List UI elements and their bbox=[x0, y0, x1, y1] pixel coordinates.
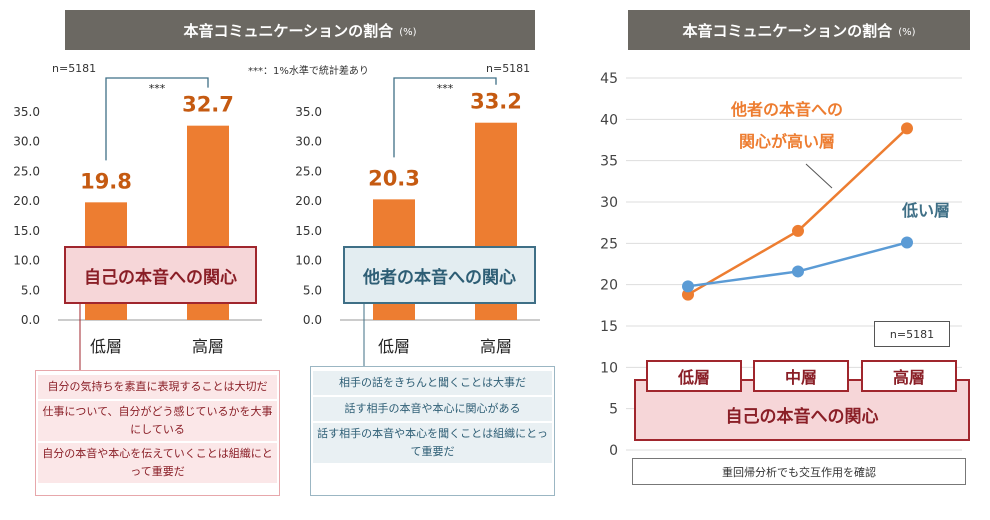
tier-low: 低層 bbox=[646, 360, 742, 392]
tier-high: 高層 bbox=[861, 360, 957, 392]
tier-high-label: 高層 bbox=[892, 368, 925, 387]
y-tick-label: 10 bbox=[600, 360, 618, 376]
y-tick-label: 5.0 bbox=[21, 283, 40, 297]
tier-low-label: 低層 bbox=[677, 368, 710, 387]
y-tick-label: 25.0 bbox=[295, 164, 322, 178]
annotation-leader-line bbox=[805, 163, 833, 189]
right-title-bar: 本音コミュニケーションの割合 (%) bbox=[628, 10, 970, 50]
chart-a-note-1: 自分の気持ちを素直に表現することは大切だ bbox=[38, 375, 277, 399]
y-tick-label: 0 bbox=[609, 443, 618, 459]
y-tick-label: 30.0 bbox=[295, 135, 322, 149]
left-title-unit: (%) bbox=[399, 26, 417, 38]
tier-mid-label: 中層 bbox=[784, 368, 817, 387]
data-point-low bbox=[682, 280, 694, 293]
y-tick-label: 5.0 bbox=[303, 283, 322, 297]
category-label: 低層 bbox=[378, 337, 410, 356]
y-tick-label: 35.0 bbox=[13, 105, 40, 119]
chart-a-notes: 自分の気持ちを素直に表現することは大切だ 仕事について、自分がどう感じているかを… bbox=[35, 370, 280, 496]
left-title-bar: 本音コミュニケーションの割合 (%) bbox=[65, 10, 535, 50]
category-label: 低層 bbox=[90, 337, 122, 356]
right-title: 本音コミュニケーションの割合 bbox=[682, 21, 893, 40]
data-label: 20.3 bbox=[368, 166, 420, 190]
chart-b-note-3: 話す相手の本音や本心を聞くことは組織にとって重要だ bbox=[313, 423, 552, 463]
y-tick-label: 25 bbox=[600, 236, 618, 252]
chart-b-axis-box: 他者の本音への関心 bbox=[343, 246, 536, 304]
chart-b-note-1: 相手の話をきちんと聞くことは大事だ bbox=[313, 371, 552, 395]
chart-a-note-2: 仕事について、自分がどう感じているかを大事にしている bbox=[38, 401, 277, 441]
chart-b-notes: 相手の話をきちんと聞くことは大事だ 話す相手の本音や本心に関心がある 話す相手の… bbox=[310, 366, 555, 496]
chart-a-n-label: n=5181 bbox=[52, 62, 97, 75]
right-n-label: n=5181 bbox=[874, 321, 950, 347]
y-tick-label: 15.0 bbox=[295, 224, 322, 238]
y-tick-label: 25.0 bbox=[13, 164, 40, 178]
data-point-high bbox=[682, 288, 694, 301]
bar-chart-others-interest: 0.0 5.0 10.0 15.0 20.0 25.0 30.0 35.0 20.3 低層 33.2… bbox=[295, 77, 540, 366]
y-tick-label: 45 bbox=[600, 71, 618, 87]
y-tick-label: 0.0 bbox=[21, 313, 40, 327]
annotation-low: 低い層 bbox=[902, 201, 951, 220]
bar-charts-svg: 0.0 5.0 10.0 15.0 20.0 25.0 30.0 35.0 19.8 低層 32.7… bbox=[13, 77, 540, 370]
y-tick-label: 35 bbox=[600, 154, 618, 170]
y-tick-label: 30 bbox=[600, 195, 618, 211]
data-point-high bbox=[792, 224, 804, 237]
y-tick-label: 40 bbox=[600, 112, 618, 128]
y-tick-label: 20.0 bbox=[13, 194, 40, 208]
y-tick-label: 15 bbox=[600, 319, 618, 335]
chart-a-axis-label: 自己の本音への関心 bbox=[84, 267, 237, 288]
significance-mark: *** bbox=[149, 82, 166, 95]
y-tick-label: 15.0 bbox=[13, 224, 40, 238]
tier-mid: 中層 bbox=[753, 360, 849, 392]
left-title: 本音コミュニケーションの割合 bbox=[183, 21, 394, 40]
y-tick-label: 0.0 bbox=[303, 313, 322, 327]
right-axis-label: 自己の本音への関心 bbox=[725, 407, 879, 427]
significance-bracket bbox=[393, 77, 497, 158]
y-tick-label: 35.0 bbox=[295, 105, 322, 119]
data-point-low bbox=[901, 236, 913, 249]
significance-bracket bbox=[105, 77, 209, 161]
data-point-low bbox=[792, 265, 804, 278]
y-tick-label: 20.0 bbox=[295, 194, 322, 208]
data-point-high bbox=[901, 122, 913, 135]
data-label: 33.2 bbox=[470, 90, 522, 114]
series-line-low bbox=[687, 241, 908, 288]
footer-note: 重回帰分析でも交互作用を確認 bbox=[632, 458, 966, 485]
data-label: 32.7 bbox=[182, 93, 234, 117]
chart-b-note-2: 話す相手の本音や本心に関心がある bbox=[313, 397, 552, 421]
y-tick-label: 10.0 bbox=[13, 254, 40, 268]
y-tick-label: 5 bbox=[609, 402, 618, 418]
data-label: 19.8 bbox=[80, 169, 132, 193]
chart-a-note-3: 自分の本音や本心を伝えていくことは組織にとって重要だ bbox=[38, 443, 277, 483]
chart-b-n-label: n=5181 bbox=[486, 62, 531, 75]
y-tick-label: 30.0 bbox=[13, 135, 40, 149]
significance-mark: *** bbox=[437, 82, 454, 95]
annotation-high-line-2: 関心が高い層 bbox=[738, 132, 835, 151]
chart-b-axis-label: 他者の本音への関心 bbox=[363, 267, 516, 288]
significance-note: ***：1%水準で統計差あり bbox=[248, 66, 369, 77]
y-tick-label: 10.0 bbox=[295, 254, 322, 268]
y-tick-label: 20 bbox=[600, 278, 618, 294]
annotation-high: 他者の本音への 関心が高い層 bbox=[712, 94, 862, 158]
category-label: 高層 bbox=[192, 337, 224, 356]
chart-a-axis-box: 自己の本音への関心 bbox=[64, 246, 257, 304]
annotation-high-line-1: 他者の本音への bbox=[730, 100, 843, 119]
bar-chart-self-interest: 0.0 5.0 10.0 15.0 20.0 25.0 30.0 35.0 19.8 低層 32.7… bbox=[13, 77, 262, 370]
category-label: 高層 bbox=[480, 337, 512, 356]
right-title-unit: (%) bbox=[898, 26, 916, 38]
